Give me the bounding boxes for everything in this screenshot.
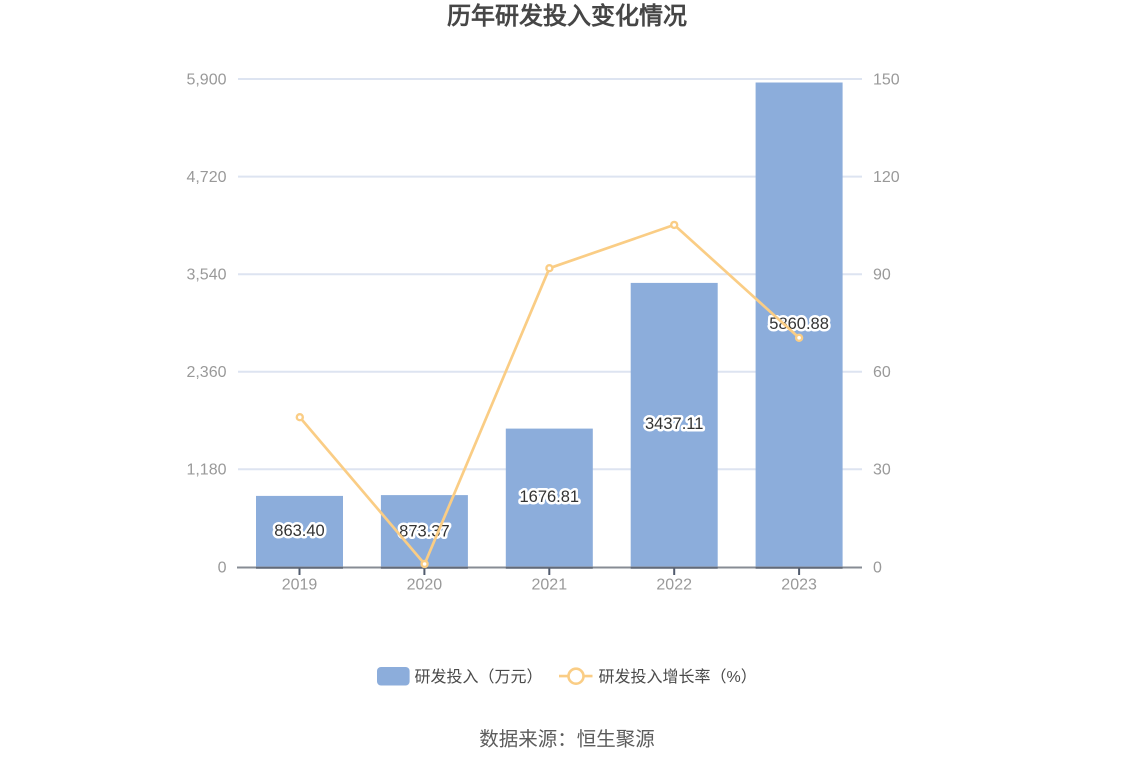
svg-text:2020: 2020: [407, 577, 443, 594]
svg-text:1,180: 1,180: [186, 462, 226, 479]
svg-text:90: 90: [873, 267, 891, 284]
svg-text:数据来源：恒生聚源: 数据来源：恒生聚源: [479, 728, 655, 750]
svg-text:0: 0: [218, 559, 227, 576]
svg-text:3,540: 3,540: [186, 267, 226, 284]
svg-text:历年研发投入变化情况: 历年研发投入变化情况: [447, 2, 687, 30]
svg-text:2,360: 2,360: [186, 364, 226, 381]
svg-text:研发投入（万元）: 研发投入（万元）: [415, 668, 543, 686]
svg-text:60: 60: [873, 364, 891, 381]
svg-text:0: 0: [873, 559, 882, 576]
svg-text:5,900: 5,900: [186, 71, 226, 88]
svg-text:4,720: 4,720: [186, 169, 226, 186]
svg-text:2022: 2022: [656, 577, 692, 594]
svg-text:3437.11: 3437.11: [645, 415, 703, 433]
svg-text:863.40: 863.40: [274, 522, 324, 540]
svg-text:研发投入增长率（%）: 研发投入增长率（%）: [599, 668, 757, 686]
svg-text:30: 30: [873, 462, 891, 479]
svg-text:2023: 2023: [781, 577, 817, 594]
svg-text:5860.88: 5860.88: [769, 315, 829, 333]
svg-text:2019: 2019: [282, 577, 318, 594]
svg-text:120: 120: [873, 169, 900, 186]
svg-text:2021: 2021: [532, 577, 568, 594]
svg-text:1676.81: 1676.81: [519, 488, 579, 506]
svg-text:150: 150: [873, 71, 900, 88]
